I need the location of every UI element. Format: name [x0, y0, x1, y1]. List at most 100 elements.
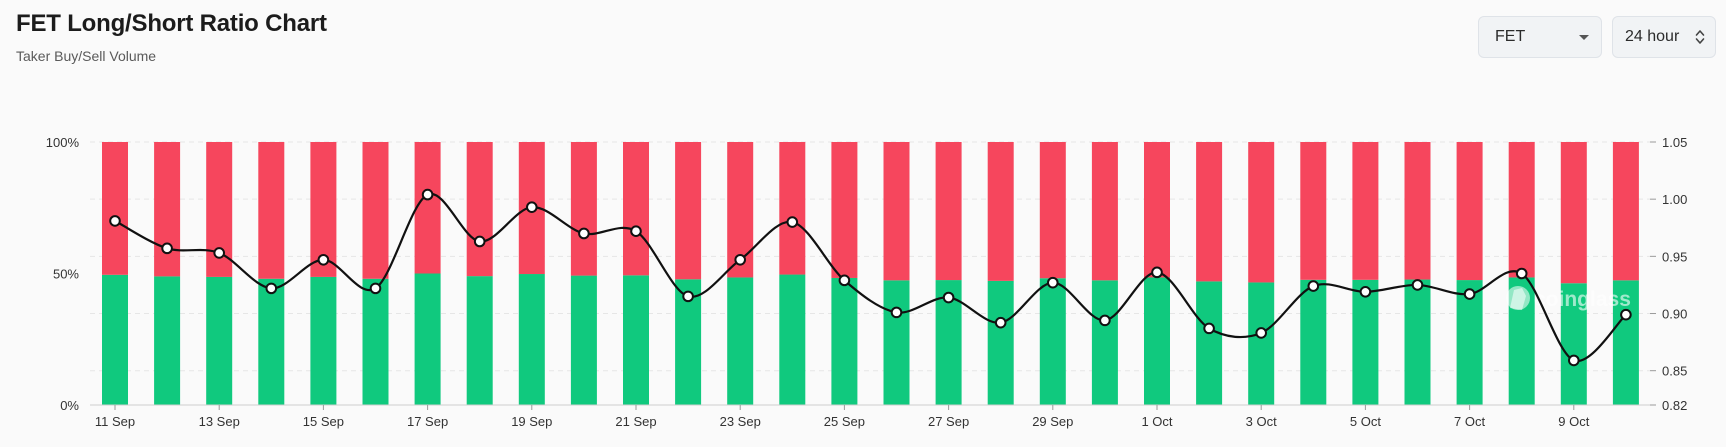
short-bar[interactable]: [883, 142, 910, 281]
watermark-text: coinglass: [1534, 288, 1631, 311]
long-bar[interactable]: [727, 277, 754, 405]
long-bar[interactable]: [1300, 279, 1327, 405]
long-bar[interactable]: [1612, 280, 1639, 405]
ratio-point[interactable]: [578, 227, 590, 240]
long-bar[interactable]: [1352, 279, 1379, 405]
ratio-point[interactable]: [1151, 266, 1163, 279]
coin-select[interactable]: FET: [1478, 16, 1602, 58]
coinglass-logo-icon: [1506, 286, 1530, 310]
ratio-point[interactable]: [1099, 314, 1111, 327]
long-bar[interactable]: [1196, 281, 1223, 405]
ratio-point[interactable]: [526, 201, 538, 213]
short-bar[interactable]: [1039, 142, 1066, 279]
ratio-point[interactable]: [1359, 285, 1372, 298]
short-bar[interactable]: [102, 142, 128, 275]
short-bar[interactable]: [1196, 142, 1223, 282]
short-bar[interactable]: [987, 142, 1014, 281]
short-bar[interactable]: [1248, 142, 1275, 283]
ratio-point[interactable]: [1568, 354, 1580, 367]
long-bar[interactable]: [570, 275, 597, 405]
ratio-point[interactable]: [1203, 322, 1215, 335]
ratio-point[interactable]: [942, 291, 955, 304]
short-bar[interactable]: [1612, 142, 1639, 281]
short-bar[interactable]: [1352, 142, 1379, 280]
long-bar[interactable]: [154, 276, 181, 405]
long-bar[interactable]: [258, 278, 285, 405]
short-bar[interactable]: [414, 142, 441, 274]
short-bar[interactable]: [570, 142, 597, 276]
long-bar[interactable]: [206, 276, 233, 405]
ratio-point[interactable]: [630, 225, 642, 237]
ratio-point[interactable]: [1047, 276, 1059, 289]
short-bar[interactable]: [1091, 142, 1118, 281]
ratio-point[interactable]: [161, 242, 173, 255]
short-bar[interactable]: [675, 142, 702, 280]
left-axis-tick-label: 50%: [53, 267, 79, 282]
short-bar[interactable]: [1404, 142, 1431, 280]
ratio-point[interactable]: [1255, 327, 1267, 339]
page-subtitle: Taker Buy/Sell Volume: [16, 48, 157, 64]
ratio-point[interactable]: [369, 282, 382, 295]
long-bar[interactable]: [779, 274, 806, 405]
ratio-line-layer: [109, 188, 1632, 367]
long-bar[interactable]: [623, 275, 649, 405]
x-axis-tick-label: 25 Sep: [824, 414, 865, 429]
ratio-point[interactable]: [994, 316, 1007, 329]
long-bar[interactable]: [987, 280, 1014, 405]
right-axis-tick-label: 0.82: [1662, 398, 1687, 413]
short-bar[interactable]: [362, 142, 389, 279]
short-bar[interactable]: [1560, 142, 1587, 284]
ratio-point[interactable]: [786, 216, 799, 228]
long-bar[interactable]: [1404, 279, 1431, 405]
short-bar[interactable]: [1456, 142, 1483, 281]
ratio-point[interactable]: [1515, 267, 1528, 280]
short-bar[interactable]: [831, 142, 858, 278]
long-bar[interactable]: [102, 274, 128, 405]
period-select[interactable]: 24 hour: [1612, 16, 1716, 58]
short-bar[interactable]: [623, 142, 649, 276]
right-axis-tick-label: 0.95: [1662, 249, 1687, 264]
short-bar[interactable]: [466, 142, 493, 277]
ratio-point[interactable]: [473, 235, 486, 248]
long-bar[interactable]: [1456, 280, 1483, 405]
short-bar[interactable]: [1300, 142, 1327, 280]
ratio-point[interactable]: [1307, 280, 1320, 292]
ratio-point[interactable]: [1620, 308, 1632, 321]
long-bar[interactable]: [1144, 277, 1170, 405]
x-axis-tick-label: 15 Sep: [303, 414, 344, 429]
short-bar[interactable]: [1144, 142, 1170, 278]
ratio-point[interactable]: [213, 247, 225, 259]
period-select-value: 24 hour: [1625, 28, 1680, 45]
long-bar[interactable]: [414, 273, 441, 406]
long-bar[interactable]: [1091, 280, 1118, 405]
long-bar[interactable]: [362, 278, 389, 405]
ratio-point[interactable]: [109, 215, 121, 227]
right-axis-tick-label: 0.85: [1662, 364, 1687, 379]
long-bar[interactable]: [466, 276, 493, 405]
long-bar[interactable]: [1248, 282, 1275, 405]
long-bar[interactable]: [831, 277, 858, 405]
ratio-point[interactable]: [317, 253, 330, 266]
ratio-point[interactable]: [265, 282, 278, 295]
ratio-point[interactable]: [682, 290, 694, 303]
ratio-point[interactable]: [421, 188, 434, 201]
short-bar[interactable]: [935, 142, 962, 281]
x-axis-tick-label: 29 Sep: [1032, 414, 1073, 429]
long-bar[interactable]: [518, 274, 545, 405]
coin-select-value: FET: [1495, 28, 1526, 45]
short-bar[interactable]: [779, 142, 806, 275]
ratio-point[interactable]: [890, 306, 903, 319]
ratio-point[interactable]: [1463, 288, 1476, 300]
ratio-point[interactable]: [734, 253, 747, 266]
long-bar[interactable]: [310, 276, 337, 405]
long-bar[interactable]: [883, 280, 910, 405]
short-bar[interactable]: [258, 142, 285, 279]
short-bar[interactable]: [154, 142, 181, 277]
short-bar[interactable]: [1508, 142, 1535, 278]
page-title: FET Long/Short Ratio Chart: [16, 10, 327, 37]
ratio-point[interactable]: [838, 274, 851, 287]
ratio-point[interactable]: [1411, 279, 1424, 291]
long-bar[interactable]: [1560, 283, 1587, 405]
long-bar[interactable]: [1039, 278, 1066, 405]
